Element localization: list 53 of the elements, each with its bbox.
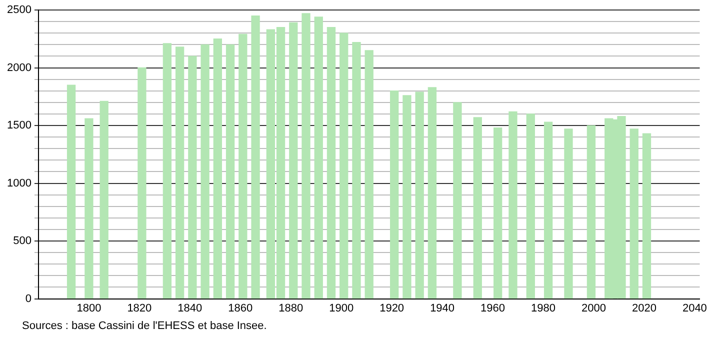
y-tick-label: 2500 — [6, 4, 32, 16]
bar — [428, 87, 437, 299]
y-tick-label: 1000 — [6, 177, 32, 190]
x-tick-label: 1880 — [278, 302, 304, 314]
bar — [175, 46, 184, 299]
bar — [526, 114, 535, 299]
bar — [162, 43, 172, 299]
bar — [340, 32, 348, 299]
bar — [390, 90, 399, 299]
x-tick-label: 1820 — [127, 302, 152, 314]
y-tick-label: 1500 — [6, 120, 32, 132]
bar — [473, 117, 482, 299]
bar — [238, 34, 248, 299]
bar — [453, 102, 462, 299]
bar — [326, 27, 336, 299]
x-tick-label: 1860 — [228, 302, 253, 314]
x-tick-label: 1980 — [531, 302, 556, 314]
x-tick-label: 2020 — [632, 302, 656, 314]
y-tick-label: 500 — [13, 235, 32, 248]
bar — [314, 16, 323, 299]
bar — [213, 38, 222, 299]
bar — [66, 84, 76, 299]
bar — [251, 15, 260, 299]
bar — [84, 118, 94, 299]
y-tick-label: 0 — [25, 292, 32, 305]
bar — [508, 111, 518, 299]
bar — [138, 67, 146, 299]
bar — [402, 95, 412, 299]
bar — [352, 42, 361, 299]
bar — [630, 128, 638, 299]
bar — [226, 44, 235, 299]
bar — [200, 44, 210, 299]
bar — [100, 100, 108, 299]
source-note: Sources : base Cassini de l'EHESS et base Insee. — [22, 320, 267, 332]
x-tick-label: 1960 — [480, 302, 506, 314]
x-tick-label: 2000 — [581, 302, 606, 314]
bar — [364, 50, 374, 299]
bar — [302, 13, 310, 299]
x-tick-label: 1840 — [178, 302, 202, 314]
bar — [289, 22, 298, 299]
bar — [642, 133, 652, 299]
x-tick-label: 2040 — [682, 302, 707, 314]
bar — [415, 92, 424, 299]
y-tick-label: 2000 — [6, 62, 32, 74]
bar — [586, 125, 596, 299]
bar — [544, 122, 553, 299]
bar — [493, 128, 502, 299]
x-tick-label: 1920 — [380, 302, 404, 314]
bar — [188, 56, 197, 299]
x-tick-label: 1900 — [329, 302, 354, 314]
x-tick-label: 1800 — [76, 302, 102, 314]
bar — [564, 128, 573, 299]
x-tick-label: 1940 — [430, 302, 455, 314]
